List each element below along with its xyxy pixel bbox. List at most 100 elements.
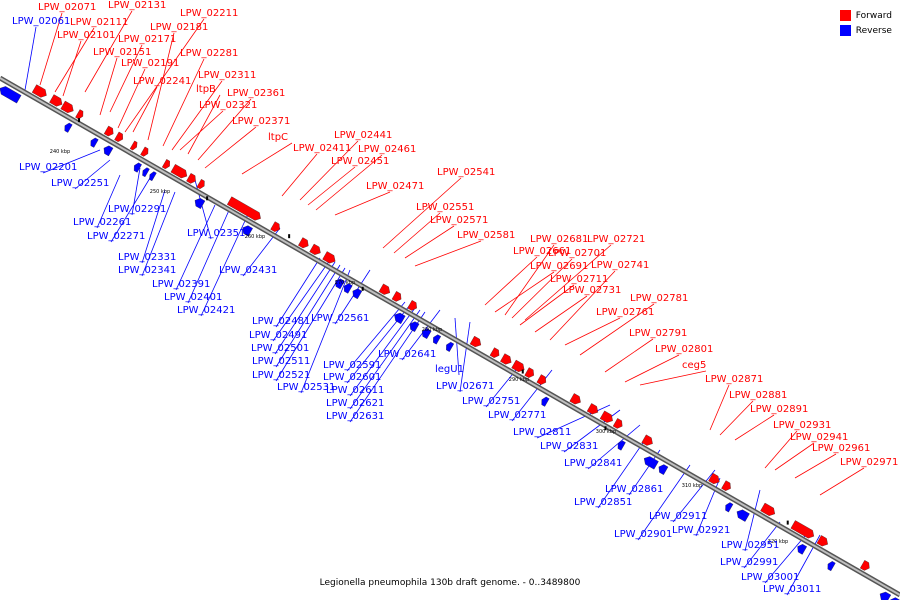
leader-line xyxy=(74,159,111,190)
leader-line xyxy=(597,439,646,509)
forward-gene-label: LPW_02741 xyxy=(591,260,649,271)
leader-line xyxy=(187,207,231,304)
leader-line xyxy=(349,307,416,397)
leader-line xyxy=(743,521,781,569)
forward-gene-label: LPW_02411 xyxy=(293,143,351,154)
gene-body xyxy=(658,464,669,475)
gene-body xyxy=(541,396,550,407)
feature-mark xyxy=(521,369,524,374)
gene-body xyxy=(186,173,196,184)
gene-body xyxy=(790,520,815,539)
legend: Forward Reverse xyxy=(839,8,892,38)
leader-line xyxy=(110,177,151,243)
gene-body xyxy=(114,131,123,142)
forward-gene-label: LPW_02551 xyxy=(416,202,474,213)
forward-gene-arrow xyxy=(270,221,280,232)
leader-line xyxy=(519,284,575,326)
legend-label: Reverse xyxy=(855,25,892,36)
feature-mark xyxy=(78,118,81,123)
forward-gene-label: LPW_02691 xyxy=(530,261,588,272)
forward-gene-arrow xyxy=(500,353,512,365)
forward-gene-arrow xyxy=(536,374,547,385)
reverse-gene-label: LPW_02991 xyxy=(720,557,778,568)
leader-line xyxy=(774,442,815,471)
gene-body xyxy=(378,283,391,295)
leader-line xyxy=(504,244,555,316)
reverse-gene-arrow xyxy=(335,278,345,290)
gene-body xyxy=(859,560,870,571)
forward-gene-label: ltpC xyxy=(268,132,288,143)
leader-line xyxy=(579,303,655,356)
leader-line xyxy=(300,269,351,394)
reverse-gene-arrow xyxy=(736,509,750,522)
leader-line xyxy=(349,309,421,410)
reverse-gene-label: LPW_02601 xyxy=(323,372,381,383)
forward-gene-label: LPW_02241 xyxy=(133,76,191,87)
forward-gene-arrow xyxy=(569,393,581,405)
reverse-gene-arrow xyxy=(617,440,626,451)
forward-gene-arrow xyxy=(186,173,196,184)
forward-gene-label: LPW_02101 xyxy=(57,30,115,41)
gene-body xyxy=(721,480,731,491)
reverse-gene-arrow xyxy=(103,145,114,157)
leader-line xyxy=(628,449,661,496)
forward-gene-label: LPW_02661 xyxy=(513,246,571,257)
gene-body xyxy=(142,167,150,178)
forward-gene-arrow xyxy=(49,94,63,107)
reverse-gene-arrow xyxy=(879,591,892,600)
leader-line xyxy=(734,414,775,441)
reverse-gene-label: LPW_02491 xyxy=(249,330,307,341)
leader-line xyxy=(197,98,252,161)
forward-gene-arrow xyxy=(760,502,776,516)
reverse-gene-label: LPW_02531 xyxy=(277,382,335,393)
leader-line xyxy=(132,86,158,133)
reverse-gene-label: LPW_02841 xyxy=(564,458,622,469)
leader-line xyxy=(241,142,293,175)
reverse-gene-label: LPW_02511 xyxy=(252,356,310,367)
forward-gene-label: LPW_02941 xyxy=(790,432,848,443)
reverse-gene-arrow xyxy=(149,171,157,182)
leader-line xyxy=(334,269,371,325)
reverse-gene-label: LPW_02751 xyxy=(462,396,520,407)
reverse-gene-label: LPW_02391 xyxy=(152,279,210,290)
reverse-gene-arrow xyxy=(90,137,99,148)
gene-body xyxy=(103,125,114,137)
forward-gene-arrow xyxy=(721,480,731,491)
gene-body xyxy=(617,440,626,451)
leader-line xyxy=(96,174,121,229)
reverse-gene-label: LPW_02631 xyxy=(326,411,384,422)
feature-mark xyxy=(361,286,364,291)
gene-body xyxy=(469,335,482,348)
reverse-gene-label: LPW_02901 xyxy=(614,529,672,540)
gene-body xyxy=(31,84,47,98)
reverse-gene-arrow xyxy=(343,283,353,294)
forward-gene-arrow xyxy=(790,520,815,539)
leader-line xyxy=(719,400,754,436)
leader-line xyxy=(272,259,331,342)
gene-labels: LPW_02071LPW_02111LPW_02101LPW_02151LPW_… xyxy=(12,0,898,595)
forward-gene-label: LPW_02801 xyxy=(655,344,713,355)
reverse-gene-label: LPW_02501 xyxy=(251,343,309,354)
gene-body xyxy=(391,291,402,302)
gene-body xyxy=(409,321,420,332)
leader-line xyxy=(109,44,143,113)
leader-line xyxy=(141,191,176,277)
leader-line xyxy=(794,453,837,479)
feature-mark xyxy=(206,196,209,201)
reverse-gene-label: LPW_02611 xyxy=(326,385,384,396)
leader-line xyxy=(275,257,321,328)
scale-tick-label: 260 kbp xyxy=(245,234,265,240)
reverse-gene-label: LPW_02251 xyxy=(51,178,109,189)
scale-tick-label: 320 kbp xyxy=(768,539,788,545)
reverse-gene-label: LPW_02591 xyxy=(323,360,381,371)
gene-body xyxy=(133,162,142,173)
reverse-gene-arrow xyxy=(658,464,669,475)
reverse-gene-arrow xyxy=(433,334,442,345)
scale-tick-label: 290 kbp xyxy=(509,377,529,383)
gene-body xyxy=(641,434,653,446)
figure-caption: Legionella pneumophila 130b draft genome… xyxy=(319,578,581,588)
reverse-gene-label: LPW_03011 xyxy=(763,584,821,595)
legend-item-forward: Forward xyxy=(839,8,892,23)
gene-body xyxy=(129,140,138,151)
